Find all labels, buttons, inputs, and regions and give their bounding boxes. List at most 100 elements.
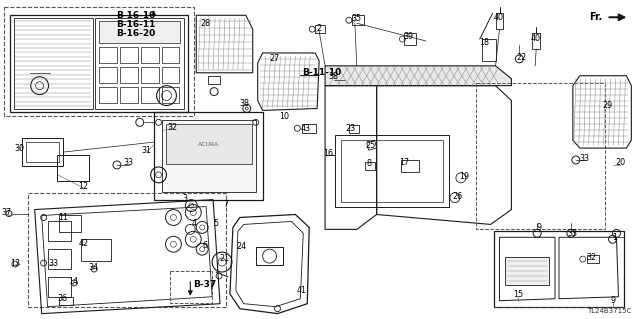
Bar	[208, 76, 220, 84]
Text: 33: 33	[49, 259, 58, 268]
Text: 33: 33	[124, 159, 134, 167]
Bar	[349, 125, 359, 133]
Text: B-37: B-37	[193, 280, 216, 289]
Bar	[506, 257, 549, 285]
Bar	[401, 160, 419, 172]
Bar	[493, 231, 625, 307]
Bar	[60, 214, 81, 232]
Text: 22: 22	[516, 53, 527, 63]
Text: 19: 19	[459, 172, 469, 181]
Text: 32: 32	[168, 123, 177, 132]
Text: 40: 40	[530, 33, 540, 43]
Text: 33: 33	[580, 153, 589, 162]
Bar	[99, 67, 117, 83]
Text: B-11-10: B-11-10	[302, 68, 342, 77]
Bar	[154, 112, 262, 200]
Bar	[341, 140, 443, 202]
Text: 21: 21	[219, 254, 229, 263]
Bar	[4, 7, 195, 116]
Text: 11: 11	[58, 213, 68, 222]
Bar	[60, 297, 74, 305]
Bar	[99, 87, 117, 102]
Text: 37: 37	[2, 208, 12, 217]
Text: 25: 25	[365, 141, 376, 150]
Bar	[95, 18, 184, 109]
Bar	[22, 138, 63, 166]
Bar	[10, 15, 188, 112]
Bar	[302, 124, 316, 133]
Text: 29: 29	[602, 101, 612, 110]
Bar	[495, 13, 504, 29]
Text: 41: 41	[296, 286, 307, 295]
Text: 9: 9	[536, 223, 541, 232]
Bar	[365, 162, 374, 170]
Bar	[335, 135, 449, 207]
Text: 34: 34	[88, 263, 98, 271]
Text: 26: 26	[453, 192, 463, 201]
Text: TL24B3715C: TL24B3715C	[587, 308, 631, 314]
Text: 43: 43	[300, 124, 310, 133]
Text: 27: 27	[269, 55, 280, 63]
Polygon shape	[325, 66, 511, 86]
Text: 20: 20	[616, 159, 625, 167]
Bar	[141, 67, 159, 83]
Bar	[161, 120, 256, 192]
Bar	[58, 155, 89, 181]
Text: 30: 30	[15, 144, 25, 152]
Bar	[120, 87, 138, 102]
Text: 14: 14	[68, 278, 78, 286]
Text: ACURA: ACURA	[198, 142, 219, 147]
Text: 7: 7	[223, 200, 228, 209]
Text: 39: 39	[403, 32, 413, 41]
Text: B-16-20: B-16-20	[116, 29, 156, 38]
Text: 23: 23	[346, 124, 356, 133]
Text: 24: 24	[237, 242, 247, 251]
Text: 40: 40	[493, 13, 504, 22]
Bar	[47, 249, 71, 269]
Bar	[532, 33, 540, 49]
Text: 3: 3	[183, 194, 188, 203]
Bar	[99, 47, 117, 63]
Text: 16: 16	[323, 149, 333, 158]
Text: 13: 13	[10, 259, 20, 268]
Text: 35: 35	[352, 14, 362, 23]
Text: B-16-10: B-16-10	[116, 11, 156, 20]
Bar	[26, 142, 60, 162]
Bar	[587, 255, 598, 263]
Text: 17: 17	[399, 159, 410, 167]
Text: 18: 18	[479, 38, 489, 47]
Text: 10: 10	[280, 112, 289, 121]
Bar	[256, 247, 284, 265]
Bar	[47, 277, 71, 297]
Bar	[99, 21, 180, 43]
Text: 5: 5	[214, 219, 219, 228]
Bar	[47, 221, 71, 241]
Text: 6: 6	[203, 241, 207, 250]
Text: 28: 28	[200, 19, 210, 28]
Bar	[161, 87, 179, 102]
Bar	[404, 33, 416, 45]
Text: 2: 2	[317, 24, 322, 33]
Text: 8: 8	[366, 160, 371, 168]
Bar	[141, 47, 159, 63]
Text: 31: 31	[141, 145, 152, 155]
Bar	[28, 193, 226, 307]
Text: 32: 32	[587, 253, 596, 262]
Bar	[166, 124, 252, 164]
Text: 42: 42	[78, 239, 88, 248]
Text: 12: 12	[78, 182, 88, 191]
Text: 38: 38	[328, 72, 338, 81]
Bar	[141, 87, 159, 102]
Bar	[161, 67, 179, 83]
Bar	[120, 67, 138, 83]
Text: 36: 36	[58, 294, 67, 303]
Text: Fr.: Fr.	[589, 12, 603, 22]
Text: 33: 33	[568, 229, 578, 238]
Bar	[476, 83, 605, 229]
Text: 38: 38	[240, 99, 250, 108]
Bar	[482, 39, 495, 61]
Text: 9: 9	[611, 296, 616, 305]
Bar	[170, 271, 212, 303]
Bar	[81, 239, 111, 261]
Bar	[14, 18, 93, 109]
